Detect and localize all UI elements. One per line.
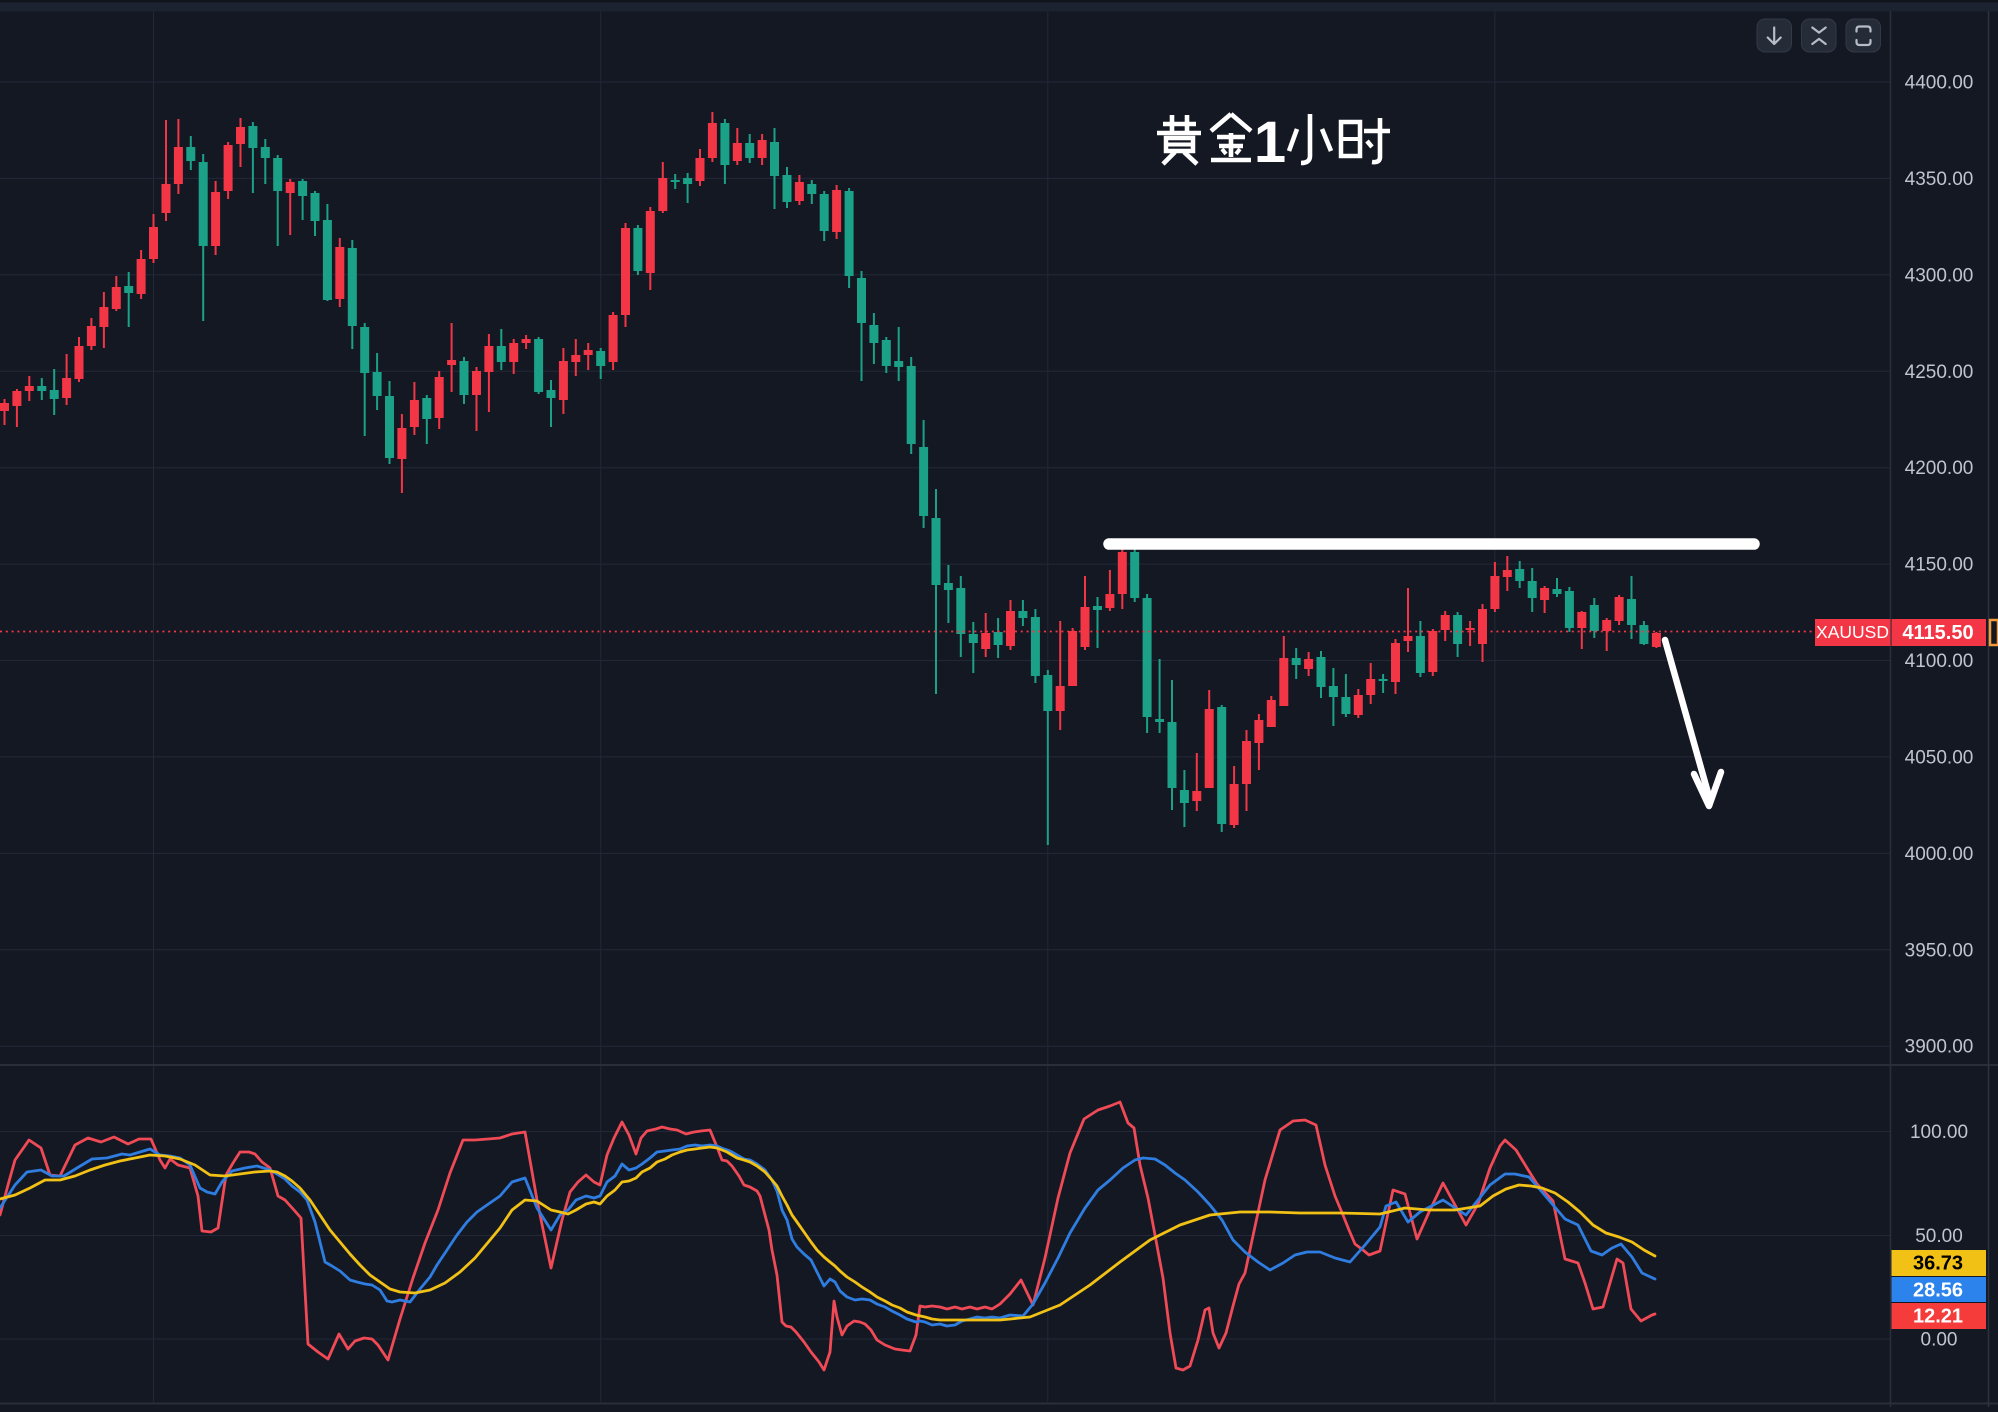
svg-text:4300.00: 4300.00 — [1905, 265, 1974, 286]
svg-text:4150.00: 4150.00 — [1905, 555, 1974, 576]
svg-text:0.00: 0.00 — [1921, 1330, 1958, 1351]
svg-text:4350.00: 4350.00 — [1905, 169, 1974, 190]
svg-text:XAUUSD: XAUUSD — [1816, 622, 1889, 642]
svg-text:4200.00: 4200.00 — [1905, 458, 1974, 479]
svg-text:3950.00: 3950.00 — [1905, 940, 1974, 961]
svg-text:4100.00: 4100.00 — [1905, 651, 1974, 672]
svg-text:50.00: 50.00 — [1915, 1226, 1963, 1247]
svg-text:4000.00: 4000.00 — [1905, 844, 1974, 865]
svg-text:36.73: 36.73 — [1913, 1253, 1963, 1275]
svg-text:100.00: 100.00 — [1910, 1122, 1968, 1143]
svg-text:4250.00: 4250.00 — [1905, 362, 1974, 383]
svg-text:12.21: 12.21 — [1913, 1306, 1963, 1328]
svg-text:1: 1 — [1254, 110, 1286, 175]
svg-text:4050.00: 4050.00 — [1905, 747, 1974, 768]
svg-text:3900.00: 3900.00 — [1905, 1037, 1974, 1058]
svg-text:4400.00: 4400.00 — [1905, 73, 1974, 94]
svg-text:4115.50: 4115.50 — [1902, 622, 1973, 644]
svg-text:28.56: 28.56 — [1913, 1280, 1963, 1302]
